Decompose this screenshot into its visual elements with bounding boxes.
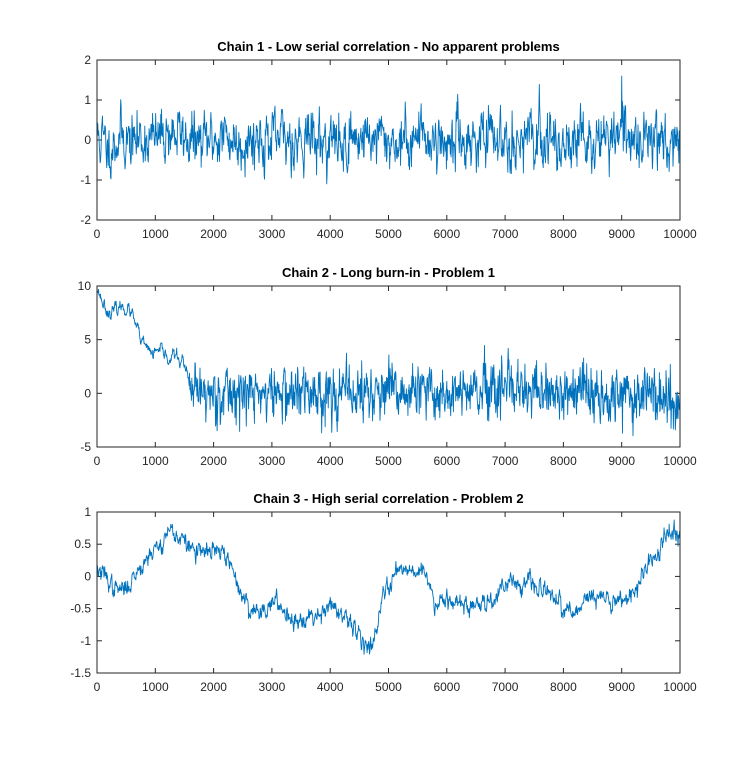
x-tick-label: 1000 — [142, 680, 169, 694]
y-tick-label: -1 — [80, 173, 91, 187]
y-tick-label: 10 — [78, 279, 92, 293]
y-tick-label: 5 — [84, 333, 91, 347]
y-tick-label: -5 — [80, 440, 91, 454]
x-tick-label: 3000 — [259, 454, 286, 468]
x-tick-label: 4000 — [317, 454, 344, 468]
x-tick-label: 1000 — [142, 227, 169, 241]
x-tick-label: 8000 — [550, 680, 577, 694]
x-tick-label: 8000 — [550, 454, 577, 468]
subplot-title: Chain 2 - Long burn-in - Problem 1 — [282, 265, 495, 280]
x-tick-label: 4000 — [317, 680, 344, 694]
x-tick-label: 3000 — [259, 227, 286, 241]
x-tick-label: 10000 — [663, 680, 697, 694]
y-tick-label: 2 — [84, 53, 91, 67]
x-tick-label: 7000 — [492, 227, 519, 241]
subplot-title: Chain 3 - High serial correlation - Prob… — [253, 491, 523, 506]
y-tick-label: 0.5 — [74, 537, 91, 551]
x-tick-label: 5000 — [375, 680, 402, 694]
subplot-title: Chain 1 - Low serial correlation - No ap… — [217, 39, 559, 54]
x-tick-label: 10000 — [663, 454, 697, 468]
x-tick-label: 9000 — [608, 227, 635, 241]
y-tick-label: -1.5 — [70, 666, 91, 680]
x-tick-label: 10000 — [663, 227, 697, 241]
x-tick-label: 2000 — [200, 227, 227, 241]
y-tick-label: -1 — [80, 634, 91, 648]
x-tick-label: 5000 — [375, 227, 402, 241]
y-tick-label: 1 — [84, 505, 91, 519]
y-tick-label: 0 — [84, 133, 91, 147]
y-tick-label: -2 — [80, 213, 91, 227]
x-tick-label: 6000 — [433, 454, 460, 468]
y-tick-label: 0 — [84, 569, 91, 583]
y-tick-label: 0 — [84, 386, 91, 400]
x-tick-label: 2000 — [200, 454, 227, 468]
x-tick-label: 2000 — [200, 680, 227, 694]
x-tick-label: 3000 — [259, 680, 286, 694]
x-tick-label: 0 — [94, 454, 101, 468]
x-tick-label: 9000 — [608, 454, 635, 468]
x-tick-label: 0 — [94, 680, 101, 694]
x-tick-label: 1000 — [142, 454, 169, 468]
x-tick-label: 8000 — [550, 227, 577, 241]
x-tick-label: 5000 — [375, 454, 402, 468]
x-tick-label: 9000 — [608, 680, 635, 694]
x-tick-label: 6000 — [433, 680, 460, 694]
x-tick-label: 7000 — [492, 454, 519, 468]
y-tick-label: 1 — [84, 93, 91, 107]
x-tick-label: 4000 — [317, 227, 344, 241]
x-tick-label: 7000 — [492, 680, 519, 694]
x-tick-label: 0 — [94, 227, 101, 241]
x-tick-label: 6000 — [433, 227, 460, 241]
y-tick-label: -0.5 — [70, 602, 91, 616]
